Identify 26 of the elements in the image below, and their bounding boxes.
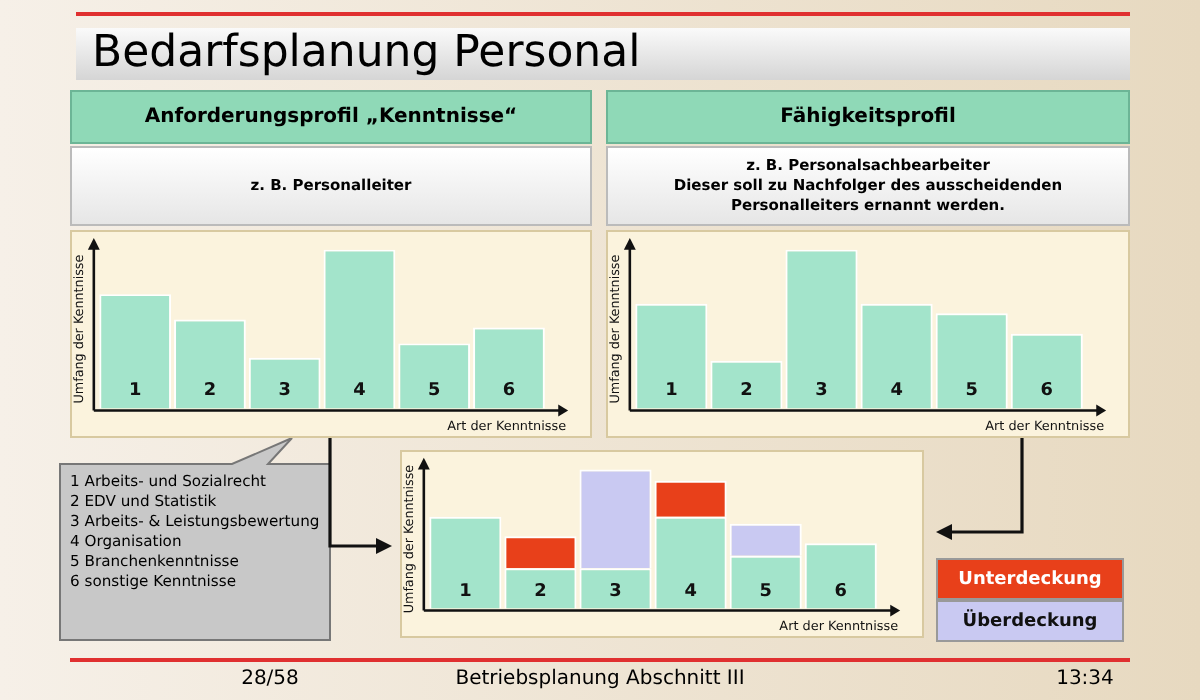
chart-title: Anforderungsprofil „Kenntnisse“: [70, 90, 592, 144]
text: 28/58: [239, 668, 301, 690]
chart-title: Fähigkeitsprofil: [606, 90, 1130, 144]
x-tick-label: 5: [759, 581, 772, 602]
x-tick-label: 3: [278, 381, 291, 402]
x-tick-label: 5: [428, 381, 441, 402]
text: Betriebsplanung Abschnitt III: [453, 668, 747, 690]
x-tick-label: 2: [740, 381, 753, 402]
x-tick-label: 5: [965, 381, 978, 402]
x-tick-label: 4: [890, 381, 903, 402]
text: Bedarfsplanung Personal: [76, 28, 1130, 80]
x-tick-label: 1: [665, 381, 678, 402]
x-tick-label: 1: [128, 381, 142, 402]
text: Überdeckung: [936, 600, 1124, 642]
text: Unterdeckung: [936, 558, 1124, 600]
x-tick-label: 6: [502, 381, 516, 402]
x-tick-label: 2: [203, 381, 217, 402]
text: 13:34: [1054, 668, 1116, 690]
x-tick-label: 6: [834, 581, 848, 602]
x-tick-label: 4: [353, 381, 366, 402]
x-tick-label: 2: [534, 581, 547, 602]
x-tick-label: 1: [459, 581, 472, 602]
x-tick-label: 4: [684, 581, 697, 602]
x-tick-label: 3: [609, 581, 622, 602]
x-tick-label: 6: [1040, 381, 1053, 402]
x-tick-label: 3: [815, 381, 828, 402]
